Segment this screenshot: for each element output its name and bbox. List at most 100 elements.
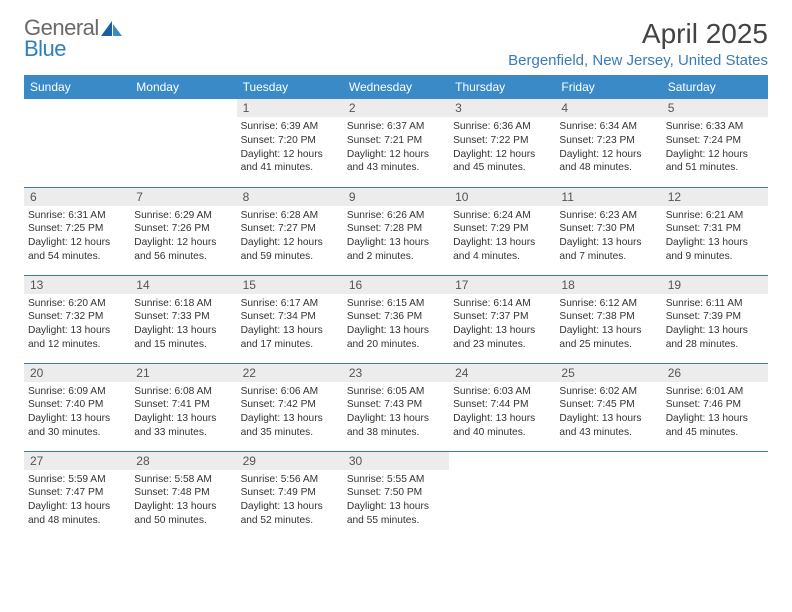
day-body: Sunrise: 5:55 AMSunset: 7:50 PMDaylight:… (343, 470, 449, 531)
sunrise-text: Sunrise: 6:29 AM (134, 209, 234, 223)
day-body: Sunrise: 6:29 AMSunset: 7:26 PMDaylight:… (130, 206, 236, 267)
calendar-cell: 20Sunrise: 6:09 AMSunset: 7:40 PMDayligh… (24, 363, 130, 451)
calendar-cell: 16Sunrise: 6:15 AMSunset: 7:36 PMDayligh… (343, 275, 449, 363)
day-number: 11 (555, 188, 661, 206)
day-number: 13 (24, 276, 130, 294)
sunset-text: Sunset: 7:44 PM (453, 398, 553, 412)
calendar-row: 6Sunrise: 6:31 AMSunset: 7:25 PMDaylight… (24, 187, 768, 275)
daylight-text: Daylight: 13 hours and 15 minutes. (134, 324, 234, 352)
daylight-text: Daylight: 13 hours and 48 minutes. (28, 500, 128, 528)
calendar-cell: 21Sunrise: 6:08 AMSunset: 7:41 PMDayligh… (130, 363, 236, 451)
calendar-cell: 14Sunrise: 6:18 AMSunset: 7:33 PMDayligh… (130, 275, 236, 363)
day-body: Sunrise: 6:06 AMSunset: 7:42 PMDaylight:… (237, 382, 343, 443)
calendar-cell: 2Sunrise: 6:37 AMSunset: 7:21 PMDaylight… (343, 99, 449, 187)
day-body: Sunrise: 6:36 AMSunset: 7:22 PMDaylight:… (449, 117, 555, 178)
weekday-header: Friday (555, 75, 661, 99)
sunset-text: Sunset: 7:20 PM (241, 134, 341, 148)
daylight-text: Daylight: 13 hours and 4 minutes. (453, 236, 553, 264)
daylight-text: Daylight: 13 hours and 7 minutes. (559, 236, 659, 264)
daylight-text: Daylight: 13 hours and 20 minutes. (347, 324, 447, 352)
day-body: Sunrise: 6:17 AMSunset: 7:34 PMDaylight:… (237, 294, 343, 355)
sunset-text: Sunset: 7:29 PM (453, 222, 553, 236)
sunset-text: Sunset: 7:43 PM (347, 398, 447, 412)
sunset-text: Sunset: 7:50 PM (347, 486, 447, 500)
sunset-text: Sunset: 7:24 PM (666, 134, 766, 148)
calendar-cell: 17Sunrise: 6:14 AMSunset: 7:37 PMDayligh… (449, 275, 555, 363)
day-body: Sunrise: 6:08 AMSunset: 7:41 PMDaylight:… (130, 382, 236, 443)
day-number: 17 (449, 276, 555, 294)
sunset-text: Sunset: 7:23 PM (559, 134, 659, 148)
sunrise-text: Sunrise: 6:05 AM (347, 385, 447, 399)
weekday-header: Tuesday (237, 75, 343, 99)
calendar-cell: 10Sunrise: 6:24 AMSunset: 7:29 PMDayligh… (449, 187, 555, 275)
daylight-text: Daylight: 13 hours and 52 minutes. (241, 500, 341, 528)
day-body: Sunrise: 6:37 AMSunset: 7:21 PMDaylight:… (343, 117, 449, 178)
day-body: Sunrise: 6:18 AMSunset: 7:33 PMDaylight:… (130, 294, 236, 355)
sunrise-text: Sunrise: 6:01 AM (666, 385, 766, 399)
weekday-header: Wednesday (343, 75, 449, 99)
day-number: 21 (130, 364, 236, 382)
daylight-text: Daylight: 13 hours and 12 minutes. (28, 324, 128, 352)
calendar-cell (449, 451, 555, 539)
sunset-text: Sunset: 7:32 PM (28, 310, 128, 324)
day-number: 18 (555, 276, 661, 294)
daylight-text: Daylight: 13 hours and 45 minutes. (666, 412, 766, 440)
day-number: 23 (343, 364, 449, 382)
sunrise-text: Sunrise: 6:17 AM (241, 297, 341, 311)
day-body: Sunrise: 6:05 AMSunset: 7:43 PMDaylight:… (343, 382, 449, 443)
calendar-cell: 8Sunrise: 6:28 AMSunset: 7:27 PMDaylight… (237, 187, 343, 275)
calendar-cell: 5Sunrise: 6:33 AMSunset: 7:24 PMDaylight… (662, 99, 768, 187)
sunset-text: Sunset: 7:31 PM (666, 222, 766, 236)
calendar-page: GeneralBlue April 2025 Bergenfield, New … (0, 0, 792, 539)
page-title: April 2025 (508, 18, 768, 50)
day-body: Sunrise: 6:39 AMSunset: 7:20 PMDaylight:… (237, 117, 343, 178)
calendar-cell: 22Sunrise: 6:06 AMSunset: 7:42 PMDayligh… (237, 363, 343, 451)
calendar-cell: 6Sunrise: 6:31 AMSunset: 7:25 PMDaylight… (24, 187, 130, 275)
day-number: 28 (130, 452, 236, 470)
sail-icon (101, 21, 123, 39)
sunrise-text: Sunrise: 6:24 AM (453, 209, 553, 223)
calendar-cell: 29 Sunrise: 5:56 AMSunset: 7:49 PMDayligh… (237, 451, 343, 539)
sunset-text: Sunset: 7:27 PM (241, 222, 341, 236)
day-number: 27 (24, 452, 130, 470)
day-body: Sunrise: 6:09 AMSunset: 7:40 PMDaylight:… (24, 382, 130, 443)
daylight-text: Daylight: 12 hours and 51 minutes. (666, 148, 766, 176)
day-number: 7 (130, 188, 236, 206)
daylight-text: Daylight: 13 hours and 28 minutes. (666, 324, 766, 352)
sunrise-text: Sunrise: 6:36 AM (453, 120, 553, 134)
calendar-cell: 13Sunrise: 6:20 AMSunset: 7:32 PMDayligh… (24, 275, 130, 363)
day-number: 20 (24, 364, 130, 382)
sunset-text: Sunset: 7:22 PM (453, 134, 553, 148)
day-number: 9 (343, 188, 449, 206)
day-body: Sunrise: 6:21 AMSunset: 7:31 PMDaylight:… (662, 206, 768, 267)
sunset-text: Sunset: 7:40 PM (28, 398, 128, 412)
daylight-text: Daylight: 13 hours and 23 minutes. (453, 324, 553, 352)
weekday-header: Saturday (662, 75, 768, 99)
daylight-text: Daylight: 13 hours and 17 minutes. (241, 324, 341, 352)
day-body: Sunrise: 6:31 AMSunset: 7:25 PMDaylight:… (24, 206, 130, 267)
calendar-cell: 4Sunrise: 6:34 AMSunset: 7:23 PMDaylight… (555, 99, 661, 187)
calendar-cell: 24Sunrise: 6:03 AMSunset: 7:44 PMDayligh… (449, 363, 555, 451)
day-number: 29 (237, 452, 343, 470)
daylight-text: Daylight: 13 hours and 25 minutes. (559, 324, 659, 352)
day-number: 2 (343, 99, 449, 117)
sunrise-text: Sunrise: 5:56 AM (241, 473, 341, 487)
day-number: 3 (449, 99, 555, 117)
calendar-cell: 12Sunrise: 6:21 AMSunset: 7:31 PMDayligh… (662, 187, 768, 275)
sunrise-text: Sunrise: 6:03 AM (453, 385, 553, 399)
calendar-cell: 15Sunrise: 6:17 AMSunset: 7:34 PMDayligh… (237, 275, 343, 363)
calendar-cell: 9Sunrise: 6:26 AMSunset: 7:28 PMDaylight… (343, 187, 449, 275)
day-body: Sunrise: 6:14 AMSunset: 7:37 PMDaylight:… (449, 294, 555, 355)
sunset-text: Sunset: 7:21 PM (347, 134, 447, 148)
sunset-text: Sunset: 7:36 PM (347, 310, 447, 324)
day-number: 15 (237, 276, 343, 294)
daylight-text: Daylight: 12 hours and 48 minutes. (559, 148, 659, 176)
sunset-text: Sunset: 7:49 PM (241, 486, 341, 500)
calendar-cell (130, 99, 236, 187)
daylight-text: Daylight: 13 hours and 30 minutes. (28, 412, 128, 440)
sunrise-text: Sunrise: 6:02 AM (559, 385, 659, 399)
sunset-text: Sunset: 7:42 PM (241, 398, 341, 412)
day-number: 4 (555, 99, 661, 117)
title-block: April 2025 Bergenfield, New Jersey, Unit… (508, 18, 768, 69)
sunrise-text: Sunrise: 6:09 AM (28, 385, 128, 399)
